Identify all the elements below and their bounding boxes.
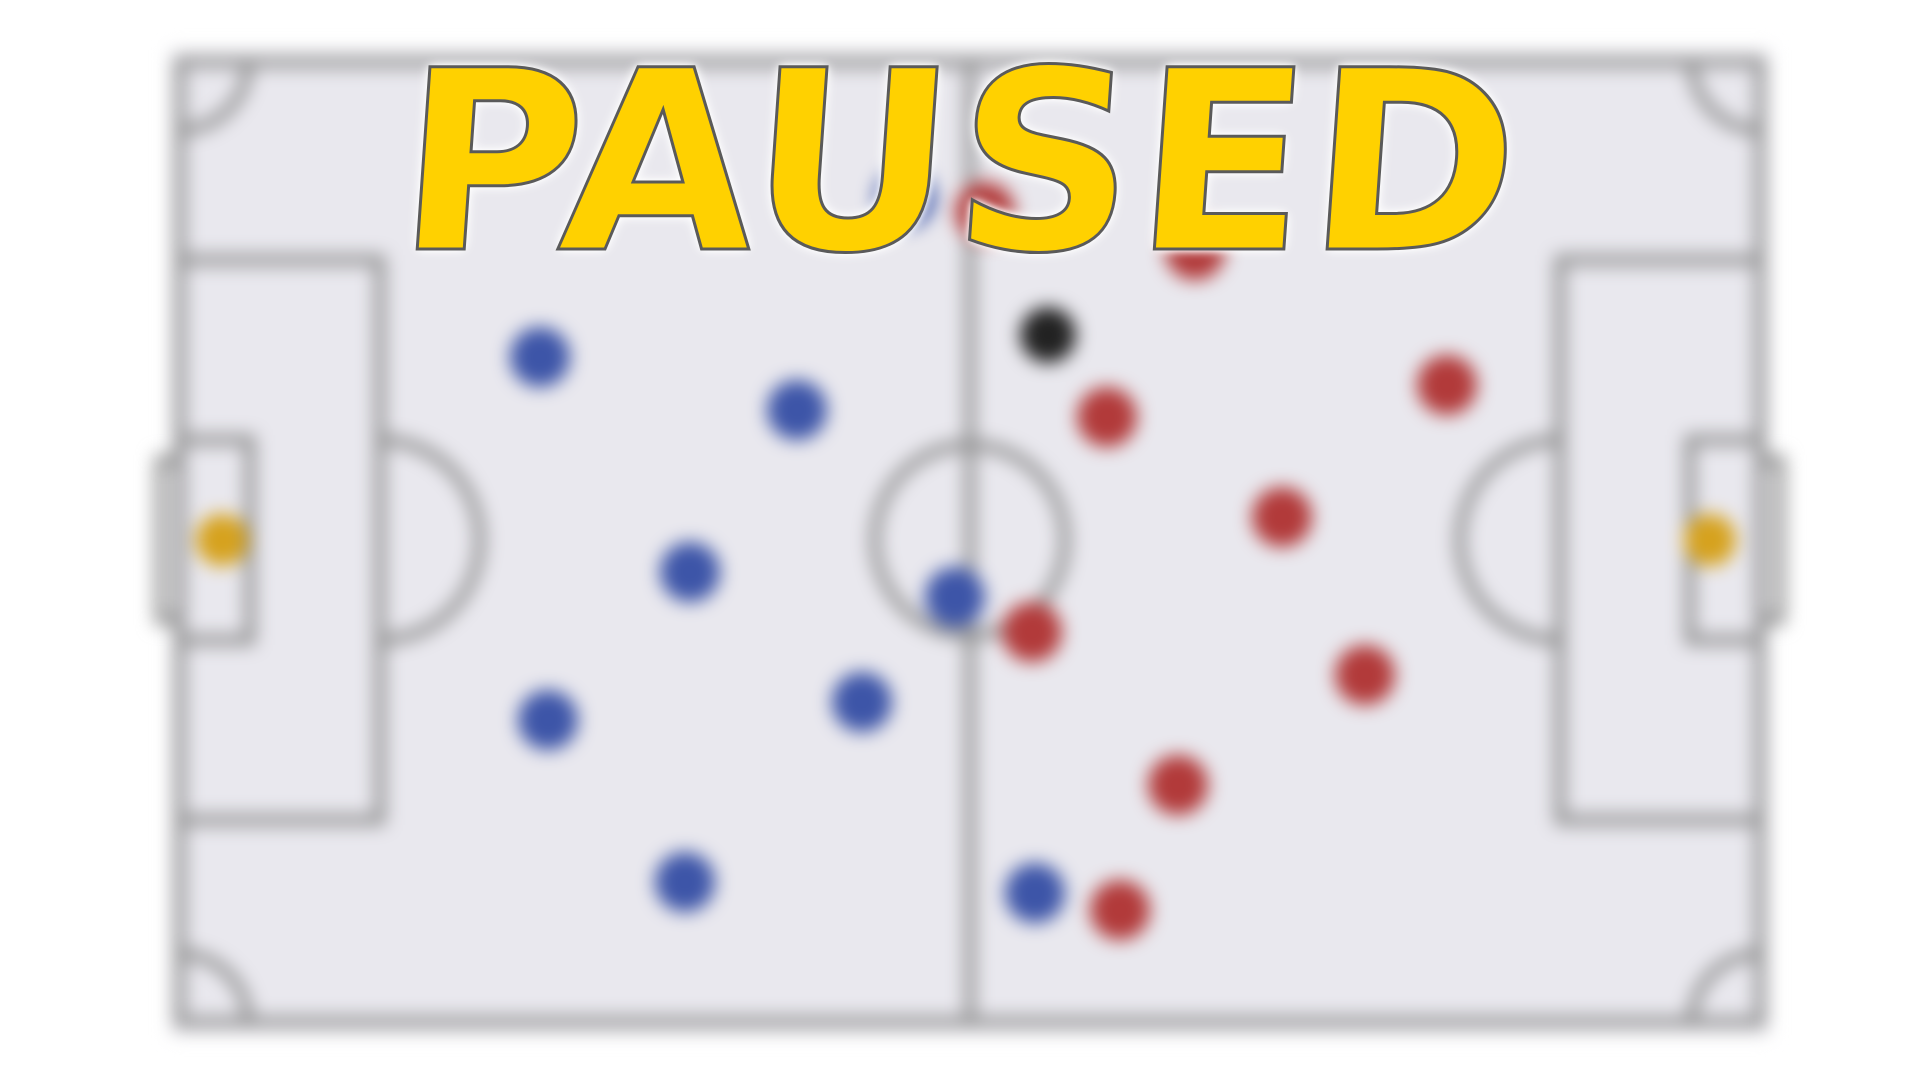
red-goalkeeper <box>1684 514 1736 566</box>
blue-player <box>1005 863 1065 923</box>
centre-circle <box>870 440 1070 640</box>
corner-arc-top-right <box>1687 61 1761 135</box>
red-player <box>1417 355 1477 415</box>
paused-title: PAUSED <box>389 16 1532 310</box>
right-goal <box>1755 455 1785 625</box>
ball <box>1020 307 1076 363</box>
red-player <box>1335 645 1395 705</box>
corner-arc-top-left <box>179 61 253 135</box>
blue-player <box>518 690 578 750</box>
red-player <box>955 182 1015 242</box>
red-player <box>1148 755 1208 815</box>
blue-player <box>767 380 827 440</box>
blue-team <box>510 168 1065 923</box>
blue-player <box>660 542 720 602</box>
blue-player <box>925 567 985 627</box>
left-goal <box>155 455 185 625</box>
red-player <box>1252 487 1312 547</box>
red-player <box>1002 602 1062 662</box>
red-player <box>1090 880 1150 940</box>
blue-player <box>875 168 935 228</box>
blue-player <box>832 672 892 732</box>
blue-player <box>510 327 570 387</box>
red-player <box>1165 220 1225 280</box>
left-penalty-arc <box>379 435 485 645</box>
right-penalty-arc <box>1455 435 1561 645</box>
blue-player <box>655 852 715 912</box>
red-team <box>955 182 1477 940</box>
corner-arc-bottom-left <box>179 949 253 1023</box>
corner-arc-bottom-right <box>1687 949 1761 1023</box>
blue-goalkeeper <box>196 514 248 566</box>
red-player <box>1077 387 1137 447</box>
